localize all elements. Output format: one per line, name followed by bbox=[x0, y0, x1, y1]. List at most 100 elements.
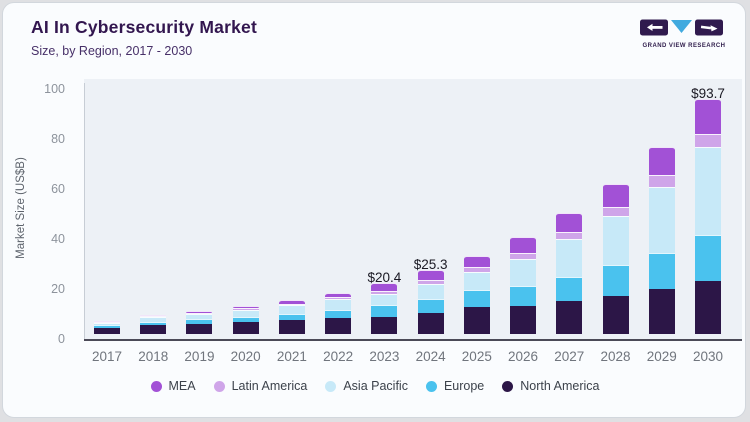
gvr-logo-icon bbox=[640, 19, 723, 36]
bar-2017 bbox=[94, 320, 120, 334]
bar-2026 bbox=[510, 237, 537, 334]
bar-segment-asia-pacific bbox=[94, 322, 120, 325]
x-tick-2025: 2025 bbox=[461, 349, 492, 364]
bar-segment-latin-america bbox=[602, 206, 629, 216]
bar-segment-mea bbox=[278, 300, 305, 304]
bar-segment-asia-pacific bbox=[510, 259, 537, 287]
bar-segment-latin-america bbox=[463, 267, 490, 272]
bar-segment-europe bbox=[325, 309, 352, 318]
bar-segment-north-america bbox=[325, 318, 352, 334]
legend-label: Europe bbox=[443, 379, 485, 393]
bar-segment-latin-america bbox=[278, 303, 305, 306]
legend-item-asia-pacific: Asia Pacific bbox=[325, 379, 408, 393]
bar-segment-mea bbox=[694, 99, 721, 134]
page-title: AI In Cybersecurity Market bbox=[31, 17, 257, 37]
plot-area bbox=[84, 79, 742, 340]
chart-card: AI In Cybersecurity Market Size, by Regi… bbox=[2, 2, 746, 418]
bar-segment-mea bbox=[602, 184, 629, 207]
x-tick-2027: 2027 bbox=[554, 349, 585, 364]
bar-segment-asia-pacific bbox=[278, 305, 305, 314]
bar-2027 bbox=[556, 212, 583, 334]
bar-segment-europe bbox=[694, 234, 721, 281]
legend-label: North America bbox=[520, 379, 600, 393]
bar-segment-asia-pacific bbox=[556, 239, 583, 277]
bar-segment-asia-pacific bbox=[140, 316, 167, 322]
x-tick-2028: 2028 bbox=[600, 349, 631, 364]
bar-2024 bbox=[417, 270, 444, 334]
bar-segment-latin-america bbox=[648, 175, 675, 187]
bar-value-label-2023: $20.4 bbox=[367, 269, 402, 285]
bar-segment-asia-pacific bbox=[186, 313, 213, 320]
bar-segment-latin-america bbox=[94, 321, 120, 323]
bar-segment-north-america bbox=[648, 289, 675, 334]
gvr-logo: GRAND VIEW RESEARCH bbox=[639, 19, 729, 49]
bar-segment-mea bbox=[510, 237, 537, 254]
bar-value-label-2030: $93.7 bbox=[691, 86, 725, 102]
bar-segment-north-america bbox=[417, 313, 444, 334]
bar-segment-north-america bbox=[232, 322, 259, 334]
x-tick-2026: 2026 bbox=[508, 349, 539, 364]
y-axis-title: Market Size (US$B) bbox=[15, 157, 27, 259]
bar-segment-north-america bbox=[556, 301, 583, 334]
bar-segment-latin-america bbox=[325, 297, 352, 300]
x-tick-2017: 2017 bbox=[91, 349, 123, 364]
bar-segment-europe bbox=[232, 316, 259, 322]
y-axis-line bbox=[84, 83, 85, 340]
legend-item-latin-america: Latin America bbox=[213, 379, 307, 393]
bar-segment-mea bbox=[94, 320, 120, 322]
bar-2021 bbox=[278, 300, 305, 334]
bar-segment-europe bbox=[463, 289, 490, 308]
bar-segment-asia-pacific bbox=[463, 271, 490, 290]
bar-value-label-2024: $25.3 bbox=[413, 257, 448, 273]
legend-swatch-icon bbox=[425, 380, 437, 392]
y-tick-20: 20 bbox=[51, 281, 65, 296]
bar-2019 bbox=[186, 311, 213, 334]
bar-segment-north-america bbox=[463, 307, 490, 334]
page-subtitle: Size, by Region, 2017 - 2030 bbox=[31, 44, 193, 58]
legend-swatch-icon bbox=[325, 380, 337, 392]
x-tick-2022: 2022 bbox=[323, 349, 354, 364]
bar-segment-latin-america bbox=[371, 290, 398, 294]
bar-2029 bbox=[648, 147, 675, 334]
x-tick-2019: 2019 bbox=[184, 349, 215, 364]
bar-segment-north-america bbox=[371, 316, 398, 334]
bar-segment-mea bbox=[371, 282, 398, 291]
bar-segment-asia-pacific bbox=[371, 293, 398, 306]
bar-segment-mea bbox=[232, 306, 259, 309]
gvr-logo-text: GRAND VIEW RESEARCH bbox=[642, 43, 726, 49]
bar-segment-latin-america bbox=[417, 280, 444, 285]
legend-item-north-america: North America bbox=[502, 379, 599, 393]
x-tick-2018: 2018 bbox=[138, 349, 169, 364]
bar-segment-north-america bbox=[510, 306, 537, 334]
bar-segment-latin-america bbox=[510, 253, 537, 259]
bar-segment-asia-pacific bbox=[602, 215, 629, 265]
bar-segment-europe bbox=[278, 313, 305, 321]
bar-segment-europe bbox=[556, 276, 583, 301]
bar-segment-europe bbox=[94, 324, 120, 328]
x-tick-2020: 2020 bbox=[230, 349, 261, 364]
y-tick-40: 40 bbox=[51, 231, 65, 246]
bar-2020 bbox=[232, 306, 259, 334]
bar-segment-europe bbox=[186, 319, 213, 324]
bar-segment-mea bbox=[648, 147, 675, 176]
bar-segment-mea bbox=[417, 270, 444, 281]
x-tick-2030: 2030 bbox=[692, 349, 723, 364]
bar-2018 bbox=[140, 314, 167, 334]
bar-segment-latin-america bbox=[694, 134, 721, 148]
bar-segment-asia-pacific bbox=[694, 147, 721, 235]
bar-segment-europe bbox=[602, 264, 629, 296]
bar-segment-mea bbox=[140, 314, 167, 316]
bar-segment-mea bbox=[463, 256, 490, 267]
bar-segment-mea bbox=[556, 212, 583, 232]
legend-swatch-icon bbox=[213, 380, 225, 392]
chart-legend: MEA Latin America Asia Pacific Europe North … bbox=[3, 379, 747, 393]
x-axis-line bbox=[84, 339, 742, 341]
x-tick-2024: 2024 bbox=[415, 349, 446, 364]
bar-2030 bbox=[694, 99, 721, 334]
x-tick-2023: 2023 bbox=[369, 349, 400, 364]
bar-2023 bbox=[371, 282, 398, 334]
bar-segment-mea bbox=[186, 311, 213, 313]
bar-segment-europe bbox=[140, 321, 167, 326]
bar-segment-asia-pacific bbox=[417, 284, 444, 299]
x-tick-2029: 2029 bbox=[646, 349, 677, 364]
